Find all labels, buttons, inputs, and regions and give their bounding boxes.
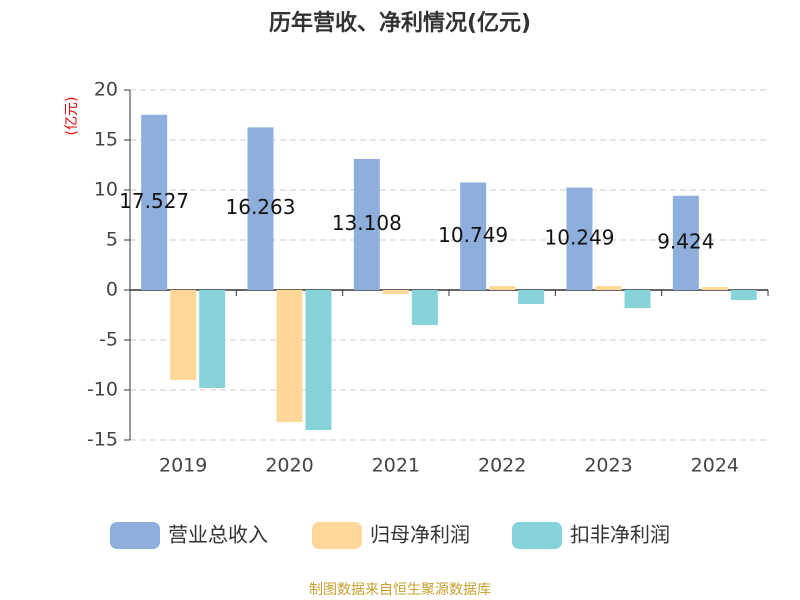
bar [730,290,757,300]
x-tick-label: 2023 [584,455,632,477]
y-tick-label: 0 [106,279,118,301]
bar [701,287,728,290]
y-tick-label: -10 [87,379,118,401]
bar [595,286,622,290]
y-tick-label: 5 [106,229,118,251]
bar [672,195,699,290]
bar [353,158,380,290]
bar [624,290,651,308]
y-tick-label: 20 [94,79,118,101]
data-label: 10.249 [545,225,615,249]
source-note: 制图数据来自恒生聚源数据库 [309,582,491,598]
bar [305,290,332,430]
x-tick-label: 2021 [372,455,420,477]
bar [382,290,409,294]
chart-title: 历年营收、净利情况(亿元) [269,10,531,36]
y-tick-label: -5 [99,329,118,351]
x-tick-label: 2024 [691,455,739,477]
y-tick-label: 15 [94,129,118,151]
bar [170,290,197,380]
bar [411,290,438,325]
bar [141,114,168,290]
data-label: 16.263 [226,195,296,219]
y-tick-label: 10 [94,179,118,201]
x-tick-label: 2020 [265,455,313,477]
bar [199,290,226,388]
legend-swatch [312,522,362,549]
x-tick-label: 2019 [159,455,207,477]
data-label: 10.749 [438,223,508,247]
legend-label: 扣非净利润 [570,523,670,547]
data-label: 17.527 [119,189,189,213]
legend-label: 归母净利润 [370,523,470,547]
bar [247,127,274,291]
y-tick-label: -15 [87,429,118,451]
bar [276,290,303,422]
bar [566,187,593,290]
data-label: 9.424 [657,229,714,253]
data-label: 13.108 [332,211,402,235]
y-axis-label: (亿元) [64,97,80,136]
bar [460,182,487,290]
legend-swatch [512,522,562,549]
bar [489,286,516,290]
legend-swatch [110,522,160,549]
bar [518,290,545,304]
x-tick-label: 2022 [478,455,526,477]
legend-label: 营业总收入 [168,523,268,547]
